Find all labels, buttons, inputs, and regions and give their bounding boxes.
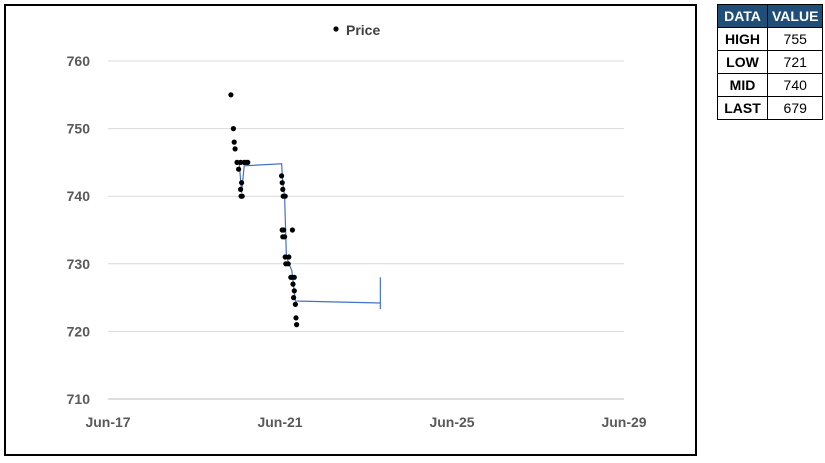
data-point (279, 180, 285, 186)
x-tick-label: Jun-17 (85, 414, 130, 430)
data-point (234, 159, 240, 165)
stats-header-value: VALUE (766, 4, 824, 28)
data-point (239, 180, 245, 186)
data-point (236, 166, 242, 172)
data-point (282, 234, 288, 240)
legend-marker (333, 26, 339, 32)
data-point (231, 139, 237, 145)
data-point (292, 301, 298, 307)
stats-table: DATA VALUE HIGH 755 LOW 721 MID 740 LAST… (717, 4, 824, 120)
y-tick-label: 730 (67, 256, 91, 272)
stats-value: 721 (766, 50, 824, 74)
stats-key: HIGH (717, 27, 768, 51)
data-point (282, 193, 288, 199)
stats-key: LAST (717, 96, 768, 120)
x-tick-label: Jun-29 (601, 414, 646, 430)
y-tick-label: 750 (67, 121, 91, 137)
chart-area: 710 720 730 740 750 760 Jun-17 Jun-21 Jun-25 Jun-… (4, 4, 697, 456)
price-chart: 710 720 730 740 750 760 Jun-17 Jun-21 Jun-25 Jun-… (67, 22, 647, 430)
data-point (281, 227, 287, 233)
data-point (238, 159, 244, 165)
data-point (238, 186, 244, 192)
data-point (291, 288, 297, 294)
stats-value: 740 (766, 73, 824, 97)
data-point (289, 227, 295, 233)
stats-header-row: DATA VALUE (717, 4, 824, 28)
stats-key: MID (717, 73, 768, 97)
stats-row-low: LOW 721 (717, 50, 824, 74)
stats-value: 755 (766, 27, 824, 51)
data-point (228, 92, 234, 98)
stats-key: LOW (717, 50, 768, 74)
y-tick-label: 720 (67, 323, 91, 339)
y-tick-label: 760 (67, 53, 91, 69)
stats-header-data: DATA (717, 4, 768, 28)
data-point (245, 159, 251, 165)
stats-row-mid: MID 740 (717, 73, 824, 97)
data-point (286, 254, 292, 260)
data-point (232, 146, 238, 152)
data-point (230, 126, 236, 132)
stats-row-last: LAST 679 (717, 96, 824, 120)
data-point (282, 254, 288, 260)
data-point (280, 186, 286, 192)
data-point (279, 173, 285, 179)
y-tick-label: 740 (67, 188, 91, 204)
stats-value: 679 (766, 96, 824, 120)
data-point (290, 281, 296, 287)
data-point (291, 274, 297, 280)
x-tick-label: Jun-21 (257, 414, 302, 430)
trendline (238, 162, 381, 304)
data-point (294, 322, 300, 328)
data-point (285, 261, 291, 267)
data-point (239, 193, 245, 199)
y-tick-label: 710 (67, 391, 91, 407)
x-tick-label: Jun-25 (429, 414, 474, 430)
data-point (291, 295, 297, 301)
data-point (293, 315, 299, 321)
stats-row-high: HIGH 755 (717, 27, 824, 51)
legend-label: Price (346, 22, 380, 38)
